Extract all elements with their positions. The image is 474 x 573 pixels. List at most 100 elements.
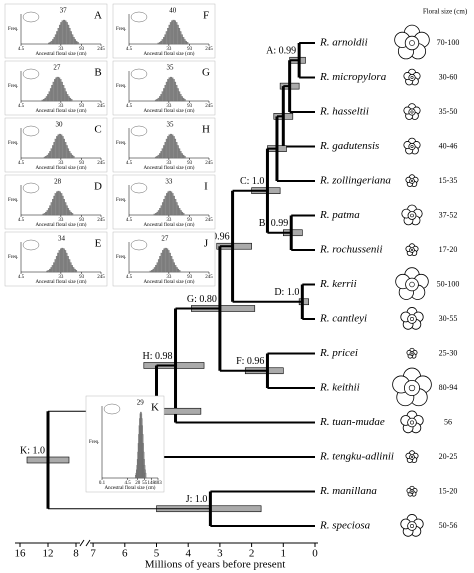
histogram-frame <box>85 395 165 493</box>
hist-letter: J <box>204 238 209 250</box>
hist-mode: 35 <box>167 64 175 72</box>
hist-bar <box>182 213 185 216</box>
hist-tick-label: 4.5 <box>18 161 25 166</box>
flower-center <box>409 281 415 288</box>
hist-bar <box>178 270 181 273</box>
taxon-name: R. zollingeriana <box>319 175 391 187</box>
hist-tick-label: 93 <box>187 218 193 223</box>
hist-flower <box>130 182 148 194</box>
floral-size: 15-20 <box>439 486 458 495</box>
hist-tick-label: 148 <box>147 481 155 486</box>
hist-mode: 34 <box>58 235 66 243</box>
histogram-frame <box>112 3 216 59</box>
taxon-name: R. keithii <box>319 382 360 394</box>
axis-tick-label: 2 <box>249 548 255 560</box>
floral-size-header: Floral size (cm) <box>423 8 468 16</box>
histogram-frame <box>4 3 108 59</box>
hist-mode: 33 <box>165 178 173 186</box>
hist-mode: 27 <box>53 64 61 72</box>
hist-tick-label: 4.5 <box>126 161 133 166</box>
hist-tick-label: 245 <box>205 275 213 280</box>
flower-center <box>410 213 414 218</box>
hist-tick-label: 93 <box>187 47 193 52</box>
axis-break <box>85 539 91 547</box>
hpd-bar <box>216 242 252 250</box>
flower-center <box>410 317 414 321</box>
hist-tick-label: 245 <box>97 47 105 52</box>
floral-size: 15-35 <box>439 176 458 185</box>
hist-mode: 29 <box>137 399 145 407</box>
hist-tick-label: 93 <box>79 218 85 223</box>
hist-tick-label: 4.5 <box>18 104 25 109</box>
hist-ylabel: Freq. <box>8 255 18 260</box>
hist-tick-label: 93 <box>187 275 193 280</box>
hist-tick-label: 245 <box>205 218 213 223</box>
flower-center <box>409 40 415 46</box>
hist-tick-label: 33 <box>58 104 64 109</box>
hist-tick-label: 245 <box>205 161 213 166</box>
floral-size: 37-52 <box>439 210 458 219</box>
hist-bar <box>75 270 78 273</box>
axis-tick-label: 3 <box>217 548 223 560</box>
hist-xlabel: Ancestral floral size (cm) <box>36 223 87 228</box>
hist-tick-label: 93 <box>187 104 193 109</box>
hist-tick-label: 33 <box>58 275 64 280</box>
hist-tick-label: 55 <box>142 481 148 486</box>
flower-center <box>410 524 414 528</box>
flower-center <box>410 352 414 355</box>
hist-xlabel: Ancestral floral size (cm) <box>144 223 195 228</box>
hist-letter: D <box>94 181 102 193</box>
hist-tick-label: 245 <box>97 218 105 223</box>
hist-bar <box>183 156 186 159</box>
axis-break <box>79 539 85 547</box>
hist-letter: K <box>151 402 159 414</box>
hist-flower <box>130 11 148 23</box>
hist-mode: 27 <box>161 235 169 243</box>
axis-label: Millions of years before present <box>145 559 286 571</box>
axis-tick-label: 4 <box>185 548 191 560</box>
hist-tick-label: 33 <box>166 161 172 166</box>
taxon-name: R. tengku-adlinii <box>319 451 394 463</box>
axis-tick-label: 16 <box>15 548 27 560</box>
hist-flower <box>130 239 148 251</box>
hist-letter: E <box>95 238 102 250</box>
flower-center <box>410 76 414 80</box>
hist-bar <box>71 213 74 216</box>
flower-center <box>410 455 414 459</box>
hist-letter: I <box>204 181 208 193</box>
taxon-name: R. arnoldii <box>319 37 368 49</box>
hist-letter: F <box>203 10 209 22</box>
hist-ylabel: Freq. <box>116 141 126 146</box>
flower-center <box>408 384 416 392</box>
floral-size: 50-56 <box>439 521 458 530</box>
flower-center <box>410 179 414 183</box>
floral-size: 40-46 <box>439 141 458 150</box>
floral-size: 20-25 <box>439 452 458 461</box>
hist-tick-label: 33 <box>58 218 64 223</box>
hist-tick-label: 93 <box>79 47 85 52</box>
hist-tick-label: 93 <box>79 161 85 166</box>
hist-tick-label: 245 <box>205 47 213 52</box>
hist-ylabel: Freq. <box>8 198 18 203</box>
hist-bar <box>144 472 147 479</box>
floral-size: 30-60 <box>439 72 458 81</box>
hist-flower <box>103 403 121 415</box>
hist-tick-label: 33 <box>166 275 172 280</box>
hist-xlabel: Ancestral floral size (cm) <box>144 166 195 171</box>
floral-size: 17-20 <box>439 245 458 254</box>
hist-tick-label: 4.5 <box>18 47 25 52</box>
hist-tick-label: 33 <box>58 47 64 52</box>
axis-tick-label: 1 <box>281 548 287 560</box>
hist-ylabel: Freq. <box>8 27 18 32</box>
hist-ylabel: Freq. <box>89 440 99 445</box>
taxon-name: R. patma <box>319 209 360 221</box>
hist-mode: 40 <box>169 7 177 15</box>
node-label: F: 0.96 <box>236 356 264 367</box>
node-label: D: 1.0 <box>274 287 299 298</box>
taxon-name: R. kerrii <box>319 278 357 290</box>
node-label: G: 0.80 <box>187 294 217 305</box>
hist-ylabel: Freq. <box>116 198 126 203</box>
taxon-name: R. gadutensis <box>319 140 379 152</box>
hist-letter: B <box>94 67 101 79</box>
hist-mode: 37 <box>60 7 68 15</box>
